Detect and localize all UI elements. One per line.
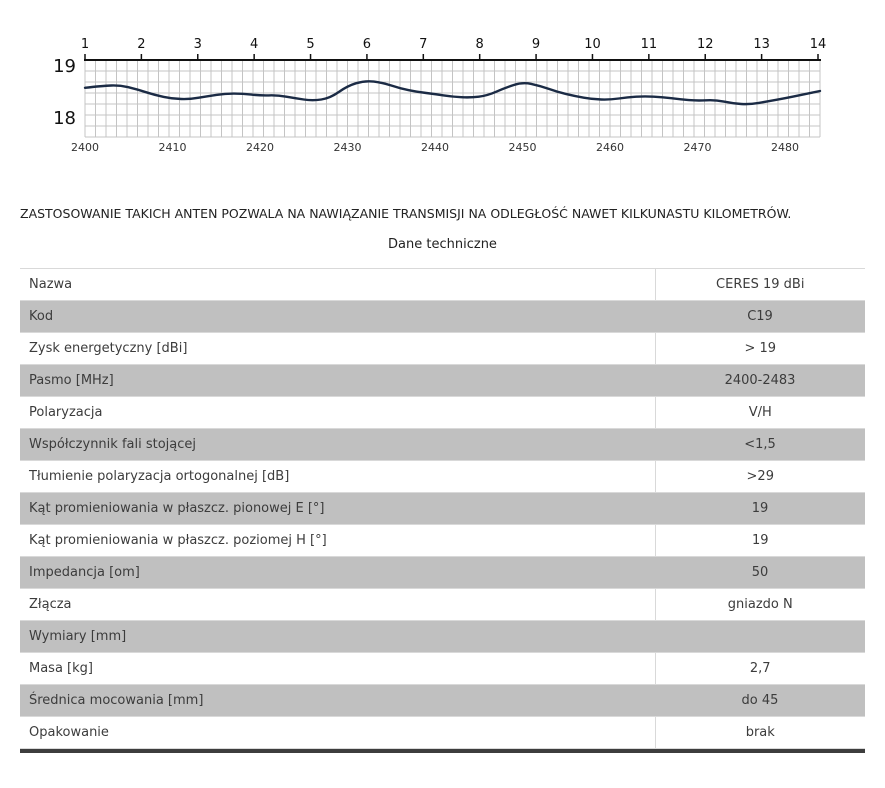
chart-top-axis-label: 13 (753, 37, 770, 52)
chart-x-axis-label: 2440 (421, 141, 449, 154)
spec-label: Kąt promieniowania w płaszcz. poziomej H… (20, 523, 656, 557)
spec-row: Opakowanie brak (20, 715, 865, 749)
chart-top-axis-label: 9 (532, 37, 540, 52)
chart-top-axis-label: 14 (810, 37, 827, 52)
chart-y-axis-label: 19 (53, 56, 76, 77)
spec-value: CERES 19 dBi (655, 267, 865, 301)
chart-x-axis-label: 2400 (71, 141, 99, 154)
spec-row: Impedancja [om] 50 (20, 556, 865, 589)
spec-value: do 45 (741, 692, 779, 708)
table-title: Dane techniczne (388, 236, 497, 252)
description-text: ZASTOSOWANIE TAKICH ANTEN POZWALA NA NAW… (20, 206, 792, 221)
gain-curve (83, 80, 822, 106)
chart-x-axis-label: 2460 (596, 141, 624, 154)
spec-row: Kod C19 (20, 300, 865, 333)
spec-row: Zysk energetyczny [dBi] > 19 (20, 331, 865, 365)
chart-top-axis-label: 7 (419, 37, 427, 52)
spec-value: 2,7 (655, 651, 865, 685)
spec-label: Średnica mocowania [mm] (29, 692, 204, 708)
spec-row: Masa [kg] 2,7 (20, 651, 865, 685)
gain-frequency-chart: 1 2 3 4 5 6 7 8 9 10 11 12 13 14 19 18 2400 2410 2420 2430 2… (0, 0, 885, 168)
chart-x-axis-label: 2430 (334, 141, 362, 154)
spec-label: Nazwa (20, 267, 656, 301)
spec-row: Kąt promieniowania w płaszcz. poziomej H… (20, 523, 865, 557)
bottom-edge (20, 748, 865, 753)
spec-row: Tłumienie polaryzacja ortogonalnej [dB] >… (20, 459, 865, 493)
spec-label: Pasmo [MHz] (29, 372, 114, 388)
spec-value: brak (655, 715, 865, 749)
spec-row: Średnica mocowania [mm] do 45 (20, 684, 865, 717)
spec-row: Pasmo [MHz] 2400-2483 (20, 364, 865, 397)
spec-label: Tłumienie polaryzacja ortogonalnej [dB] (20, 459, 656, 493)
chart-top-axis-label: 5 (306, 37, 314, 52)
spec-row: Złącza gniazdo N (20, 587, 865, 621)
spec-value: <1,5 (744, 436, 776, 452)
chart-x-axis-label: 2420 (246, 141, 274, 154)
spec-label: Wymiary [mm] (29, 628, 127, 644)
spec-label: Polaryzacja (20, 395, 656, 429)
spec-value: V/H (655, 395, 865, 429)
spec-value: C19 (747, 308, 773, 324)
spec-value: >29 (655, 459, 865, 493)
spec-value (655, 620, 865, 652)
spec-label: Współczynnik fali stojącej (29, 436, 197, 452)
spec-value: 19 (751, 500, 769, 516)
spec-label: Impedancja [om] (29, 564, 140, 580)
spec-value: 2400-2483 (724, 372, 796, 388)
spec-value: 50 (751, 564, 769, 580)
chart-top-axis-label: 2 (137, 37, 145, 52)
chart-top-axis-label: 8 (476, 37, 484, 52)
spec-value: 19 (655, 523, 865, 557)
spec-label: Opakowanie (20, 715, 656, 749)
chart-x-axis-label: 2410 (159, 141, 187, 154)
chart-y-axis-label: 18 (53, 108, 76, 129)
spec-value: gniazdo N (655, 587, 865, 621)
chart-top-axis-label: 12 (697, 37, 714, 52)
spec-label: Kod (29, 308, 54, 324)
spec-label: Kąt promieniowania w płaszcz. pionowej E… (29, 500, 325, 516)
chart-top-axis-label: 3 (194, 37, 202, 52)
spec-value: > 19 (655, 331, 865, 365)
chart-top-axis-label: 1 (81, 37, 89, 52)
spec-table: Nazwa CERES 19 dBi Kod C19 Zysk energetyczny… (20, 267, 865, 749)
spec-row: Kąt promieniowania w płaszcz. pionowej E… (20, 492, 865, 525)
chart-top-axis-label: 4 (250, 37, 258, 52)
spec-row: Współczynnik fali stojącej <1,5 (20, 428, 865, 461)
chart-x-axis-label: 2480 (771, 141, 799, 154)
spec-label: Zysk energetyczny [dBi] (20, 331, 656, 365)
spec-label: Złącza (20, 587, 656, 621)
chart-top-axis-label: 11 (641, 37, 658, 52)
spec-row: Nazwa CERES 19 dBi (20, 267, 865, 301)
chart-x-axis-label: 2450 (509, 141, 537, 154)
spec-row: Wymiary [mm] (20, 620, 865, 653)
chart-top-axis-label: 6 (363, 37, 371, 52)
spec-label: Masa [kg] (20, 651, 656, 685)
chart-x-axis-label: 2470 (684, 141, 712, 154)
spec-row: Polaryzacja V/H (20, 395, 865, 429)
chart-top-axis-label: 10 (584, 37, 601, 52)
